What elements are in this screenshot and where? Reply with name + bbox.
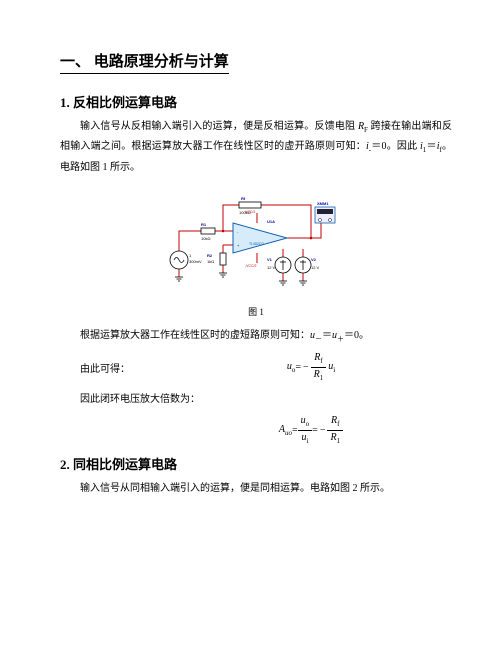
v1-value: 12 V	[267, 265, 276, 270]
vin-label-mid: 300mV	[189, 259, 202, 264]
opamp-part: TL082CD	[249, 242, 264, 246]
text: 输入信号从反相输入端引入的运算，便是反相运算。反馈电阻	[80, 121, 358, 132]
eq2-eq2: =	[312, 425, 318, 436]
probe-label: XMM1	[317, 201, 329, 206]
eq1-neg: −	[303, 362, 309, 373]
v2-value: 12 V	[311, 265, 320, 270]
equation-2: Auo = uo ui = − Rf R1	[170, 415, 452, 445]
equation-1-row: 由此可得： uo = − Rf R1 ui	[60, 352, 452, 382]
v2-name: V2	[311, 257, 317, 262]
r2-name: R2	[207, 253, 213, 258]
text: ＝0。	[344, 330, 369, 341]
eq2-neg: −	[320, 425, 326, 436]
heading-2-section-1: 1. 反相比例运算电路	[60, 92, 452, 111]
equation-1-label: 由此可得：	[60, 360, 170, 375]
text: ＝	[426, 141, 436, 152]
eq2-A: Auo	[279, 424, 292, 437]
vcc-top: VCC/2	[245, 210, 255, 214]
vcc-bot: -VCC/2	[245, 264, 257, 268]
paragraph-3: 因此闭环电压放大倍数为：	[60, 390, 452, 409]
eq1-eq: =	[295, 362, 301, 373]
equation-2-row: Auo = uo ui = − Rf R1	[60, 415, 452, 445]
document-page: 一、 电路原理分析与计算 1. 反相比例运算电路 输入信号从反相输入端引入的运算…	[0, 0, 502, 498]
var-u-plus-sub: ＋	[337, 335, 344, 343]
paragraph-4: 输入信号从同相输入端引入的运算，便是同相运算。电路如图 2 所示。	[60, 479, 452, 498]
text: 根据运算放大器工作在线性区时的虚短路原则可知：	[80, 330, 310, 341]
heading-2-section-2: 2. 同相比例运算电路	[60, 454, 452, 473]
r2-value: 1kΩ	[207, 259, 214, 264]
opamp-label: U1A	[267, 219, 275, 224]
eq1-uo: uo	[287, 361, 296, 374]
rf-name: Rf	[241, 196, 246, 201]
eq2-frac1: uo ui	[298, 415, 313, 445]
eq1-ui: ui	[328, 361, 335, 374]
figure-1: 1 300mV R1 10kΩ Rf 100kΩ R2 1kΩ	[60, 183, 452, 303]
text: ＝0。因此	[371, 141, 420, 152]
paragraph-2: 根据运算放大器工作在线性区时的虚短路原则可知：u－＝u＋＝0。	[60, 326, 452, 346]
paragraph-1: 输入信号从反相输入端引入的运算，便是反相运算。反馈电阻 RF 跨接在输出端和反相…	[60, 117, 452, 177]
equation-1: uo = − Rf R1 ui	[170, 352, 452, 382]
eq1-frac: Rf R1	[311, 352, 327, 382]
heading-1: 一、 电路原理分析与计算	[60, 50, 229, 74]
text: ＝	[322, 330, 332, 341]
r1-value: 10kΩ	[201, 236, 210, 241]
v1-name: V1	[267, 257, 273, 262]
var-u-minus-sub: －	[315, 335, 322, 343]
r1-name: R1	[201, 222, 207, 227]
figure-1-caption: 图 1	[60, 305, 452, 318]
circuit-diagram-1: 1 300mV R1 10kΩ Rf 100kΩ R2 1kΩ	[161, 183, 351, 298]
eq2-frac2: Rf R1	[327, 415, 343, 445]
